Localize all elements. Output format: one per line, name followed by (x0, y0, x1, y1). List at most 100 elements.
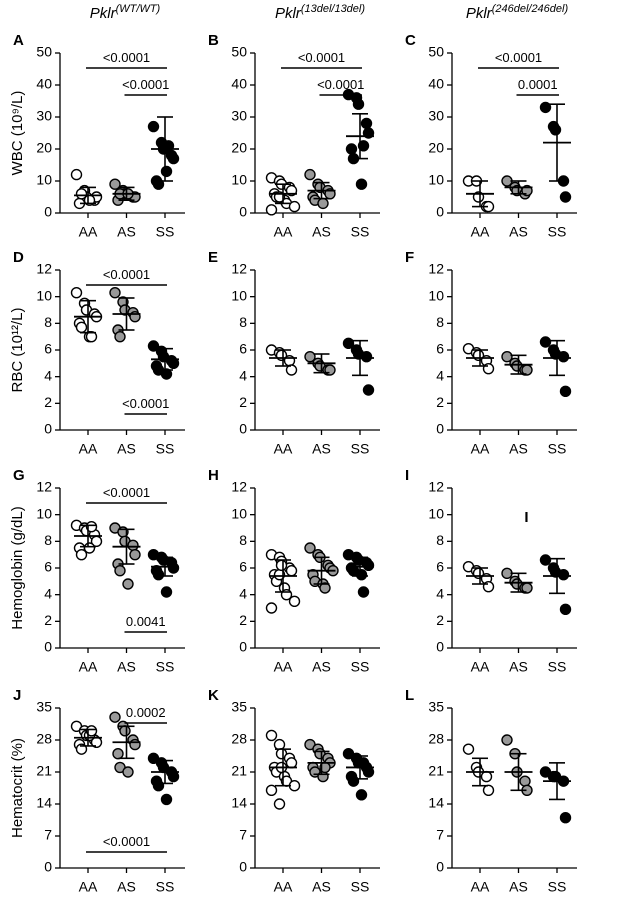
column-title: Pklr(246del/246del) (466, 3, 569, 22)
x-tick-label: SS (156, 659, 175, 675)
data-point (285, 564, 298, 577)
data-point (362, 559, 375, 572)
x-tick-label: AS (509, 441, 528, 457)
x-tick-label: SS (548, 659, 567, 675)
p-value: <0.0001 (103, 834, 150, 849)
x-tick-label: SS (156, 879, 175, 895)
panel-annotation: I (524, 509, 528, 526)
x-tick-label: SS (156, 441, 175, 457)
data-point (70, 286, 83, 299)
x-tick-label: AS (117, 659, 136, 675)
y-tick-label: 21 (231, 763, 247, 779)
y-tick-label: 2 (44, 394, 52, 410)
data-point (114, 330, 126, 343)
data-point (152, 568, 165, 581)
data-point (362, 766, 375, 778)
p-value: <0.0001 (103, 50, 150, 65)
p-value: 0.0002 (126, 705, 166, 720)
data-point (304, 350, 316, 363)
data-point (83, 542, 96, 554)
data-point (304, 168, 316, 181)
y-tick-label: 40 (36, 76, 52, 92)
y-tick-label: 4 (239, 585, 247, 601)
data-point (75, 548, 88, 561)
data-point (360, 350, 373, 363)
panel-label: A (13, 32, 24, 49)
x-tick-label: AS (312, 879, 331, 895)
data-point (109, 286, 121, 299)
y-tick-label: 0 (239, 859, 247, 875)
panel-label: F (405, 249, 414, 266)
panel-label: G (13, 467, 25, 484)
y-tick-label: 40 (428, 76, 444, 92)
y-tick-label: 21 (428, 763, 444, 779)
x-tick-label: SS (548, 224, 567, 240)
y-tick-label: 10 (231, 505, 247, 521)
column-title: Pklr(13del/13del) (275, 3, 365, 22)
panel-label: H (208, 467, 219, 484)
gene-name: Pklr (466, 5, 493, 22)
x-tick-label: AA (471, 224, 490, 240)
data-point (559, 385, 572, 398)
y-tick-label: 12 (36, 479, 52, 495)
x-tick-label: AA (471, 441, 490, 457)
y-tick-label: 4 (44, 367, 52, 383)
y-tick-label: 6 (239, 341, 247, 357)
y-tick-label: 12 (231, 261, 247, 277)
y-tick-label: 4 (239, 367, 247, 383)
y-tick-label: 4 (436, 585, 444, 601)
x-tick-label: SS (351, 879, 370, 895)
data-point (122, 766, 134, 778)
p-value: <0.0001 (103, 267, 150, 282)
y-tick-label: 12 (231, 479, 247, 495)
y-tick-label: 0 (436, 859, 444, 875)
panel-label: B (208, 32, 219, 49)
data-point (85, 330, 98, 343)
data-point (319, 582, 331, 594)
y-axis-label: RBC (10¹²/L) (9, 307, 26, 392)
data-point (347, 775, 360, 787)
p-value: <0.0001 (122, 396, 169, 411)
y-tick-label: 2 (436, 394, 444, 410)
data-point (160, 165, 173, 178)
data-point (360, 117, 373, 130)
y-tick-label: 2 (239, 612, 247, 628)
data-point (557, 350, 570, 363)
data-point (265, 784, 278, 796)
x-tick-label: AA (471, 659, 490, 675)
data-point (501, 734, 513, 746)
data-point (357, 140, 370, 152)
y-tick-label: 8 (239, 532, 247, 548)
data-point (127, 539, 139, 552)
data-point (352, 98, 365, 110)
y-tick-label: 10 (428, 287, 444, 303)
data-point (480, 770, 493, 783)
x-tick-label: AS (509, 224, 528, 240)
data-point (112, 748, 124, 760)
y-tick-label: 14 (36, 795, 52, 811)
x-tick-label: AS (312, 224, 331, 240)
y-tick-label: 7 (239, 827, 247, 843)
p-value: <0.0001 (298, 50, 345, 65)
y-tick-label: 30 (36, 108, 52, 124)
data-point (160, 793, 173, 806)
x-tick-label: AA (274, 441, 293, 457)
x-tick-label: SS (351, 441, 370, 457)
data-point (539, 101, 552, 114)
y-tick-label: 0 (44, 204, 52, 220)
x-tick-label: AA (79, 224, 98, 240)
panel-label: K (208, 687, 219, 704)
y-tick-label: 20 (428, 140, 444, 156)
data-point (152, 780, 165, 792)
data-point (559, 603, 572, 616)
genotype: (13del/13del) (301, 3, 366, 15)
y-tick-label: 0 (44, 421, 52, 437)
y-tick-label: 2 (436, 612, 444, 628)
x-tick-label: AA (79, 659, 98, 675)
data-point (549, 124, 562, 136)
data-point (345, 143, 358, 155)
y-tick-label: 0 (239, 639, 247, 655)
y-tick-label: 30 (231, 108, 247, 124)
y-tick-label: 10 (231, 172, 247, 188)
